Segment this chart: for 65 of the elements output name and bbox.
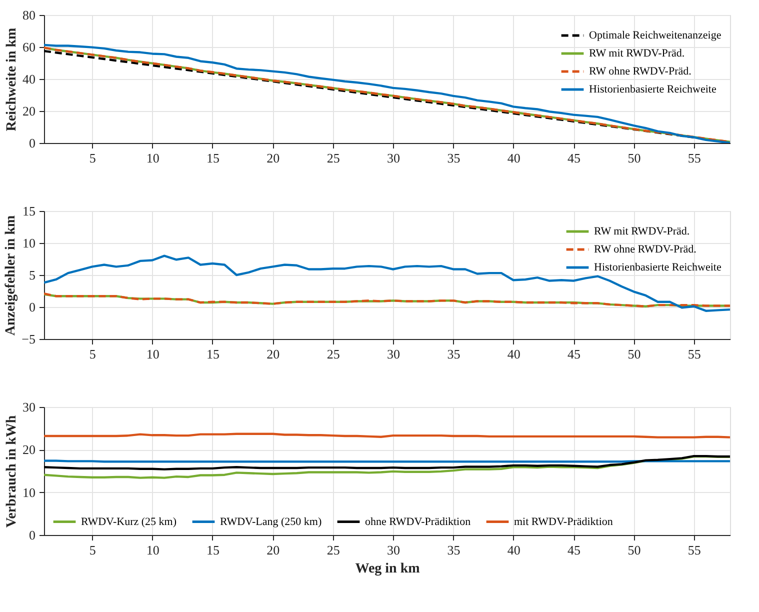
x-tick-label: 15	[206, 150, 220, 166]
line-series	[44, 455, 730, 479]
legend-label: RW ohne RWDV-Präd.	[594, 244, 697, 256]
x-tick-label: 35	[447, 150, 460, 166]
y-tick-label: 80	[22, 8, 36, 22]
legend-label: RWDV-Lang (250 km)	[220, 516, 322, 528]
legend-label: RWDV-Kurz (25 km)	[81, 516, 177, 528]
x-tick-label: 5	[89, 542, 96, 558]
x-tick-label: 15	[206, 542, 220, 558]
x-tick-label: 5	[89, 150, 96, 166]
x-tick-label: 15	[206, 346, 220, 362]
x-tick-label: 5	[89, 346, 96, 362]
x-tick-label: 20	[266, 346, 280, 362]
y-axis-title: Anzeigefehler in km	[4, 215, 19, 336]
y-tick-label: 20	[22, 104, 36, 118]
x-tick-label: 25	[326, 150, 340, 166]
x-tick-label: 45	[568, 346, 581, 362]
y-tick-label: 20	[22, 442, 36, 458]
x-tick-label: 10	[146, 542, 160, 558]
x-tick-label: 30	[387, 150, 400, 166]
x-tick-label: 40	[507, 542, 520, 558]
x-tick-label: 30	[387, 346, 400, 362]
y-tick-label: 0	[29, 528, 36, 542]
legend-label: RW mit RWDV-Präd.	[594, 226, 690, 238]
x-tick-label: 30	[387, 542, 400, 558]
y-tick-label: 0	[29, 136, 36, 150]
x-tick-label: 35	[447, 542, 460, 558]
y-tick-label: 10	[22, 236, 36, 250]
y-tick-label: 30	[22, 400, 36, 414]
x-tick-label: 55	[688, 542, 701, 558]
y-tick-label: 5	[29, 268, 36, 282]
x-tick-label: 45	[568, 542, 581, 558]
y-tick-label: −5	[22, 332, 36, 346]
legend-label: mit RWDV-Prädiktion	[514, 516, 614, 528]
x-tick-label: 35	[447, 346, 460, 362]
x-tick-label: 55	[688, 150, 701, 166]
legend-label: Optimale Reichweitenanzeige	[589, 30, 722, 42]
y-axis-title: Verbrauch in kWh	[4, 415, 20, 528]
legend-label: ohne RWDV-Prädiktion	[365, 516, 472, 528]
x-tick-label: 50	[628, 542, 641, 558]
x-tick-label: 10	[146, 150, 160, 166]
x-tick-label: 25	[326, 346, 340, 362]
x-tick-label: 10	[146, 346, 160, 362]
line-series	[44, 254, 730, 312]
y-tick-label: 60	[22, 40, 36, 54]
legend-label: Historienbasierte Reichweite	[594, 262, 722, 274]
x-axis-title: Weg in km	[355, 562, 420, 576]
line-series	[44, 454, 730, 470]
legend-label: Historienbasierte Reichweite	[589, 84, 716, 96]
x-tick-label: 45	[568, 150, 581, 166]
y-tick-label: 15	[22, 204, 36, 218]
y-tick-label: 10	[22, 484, 36, 500]
x-tick-label: 20	[266, 150, 280, 166]
y-tick-label: 40	[22, 72, 36, 86]
x-tick-label: 50	[628, 150, 641, 166]
y-axis-title: Reichweite in km	[4, 27, 20, 132]
x-tick-label: 25	[326, 542, 340, 558]
x-tick-label: 40	[507, 150, 520, 166]
x-tick-label: 55	[688, 346, 701, 362]
x-tick-label: 20	[266, 542, 280, 558]
legend-label: RW ohne RWDV-Präd.	[589, 66, 692, 78]
x-tick-label: 50	[628, 346, 641, 362]
y-tick-label: 0	[29, 300, 36, 314]
x-tick-label: 40	[507, 346, 520, 362]
legend-label: RW mit RWDV-Präd.	[589, 48, 685, 60]
